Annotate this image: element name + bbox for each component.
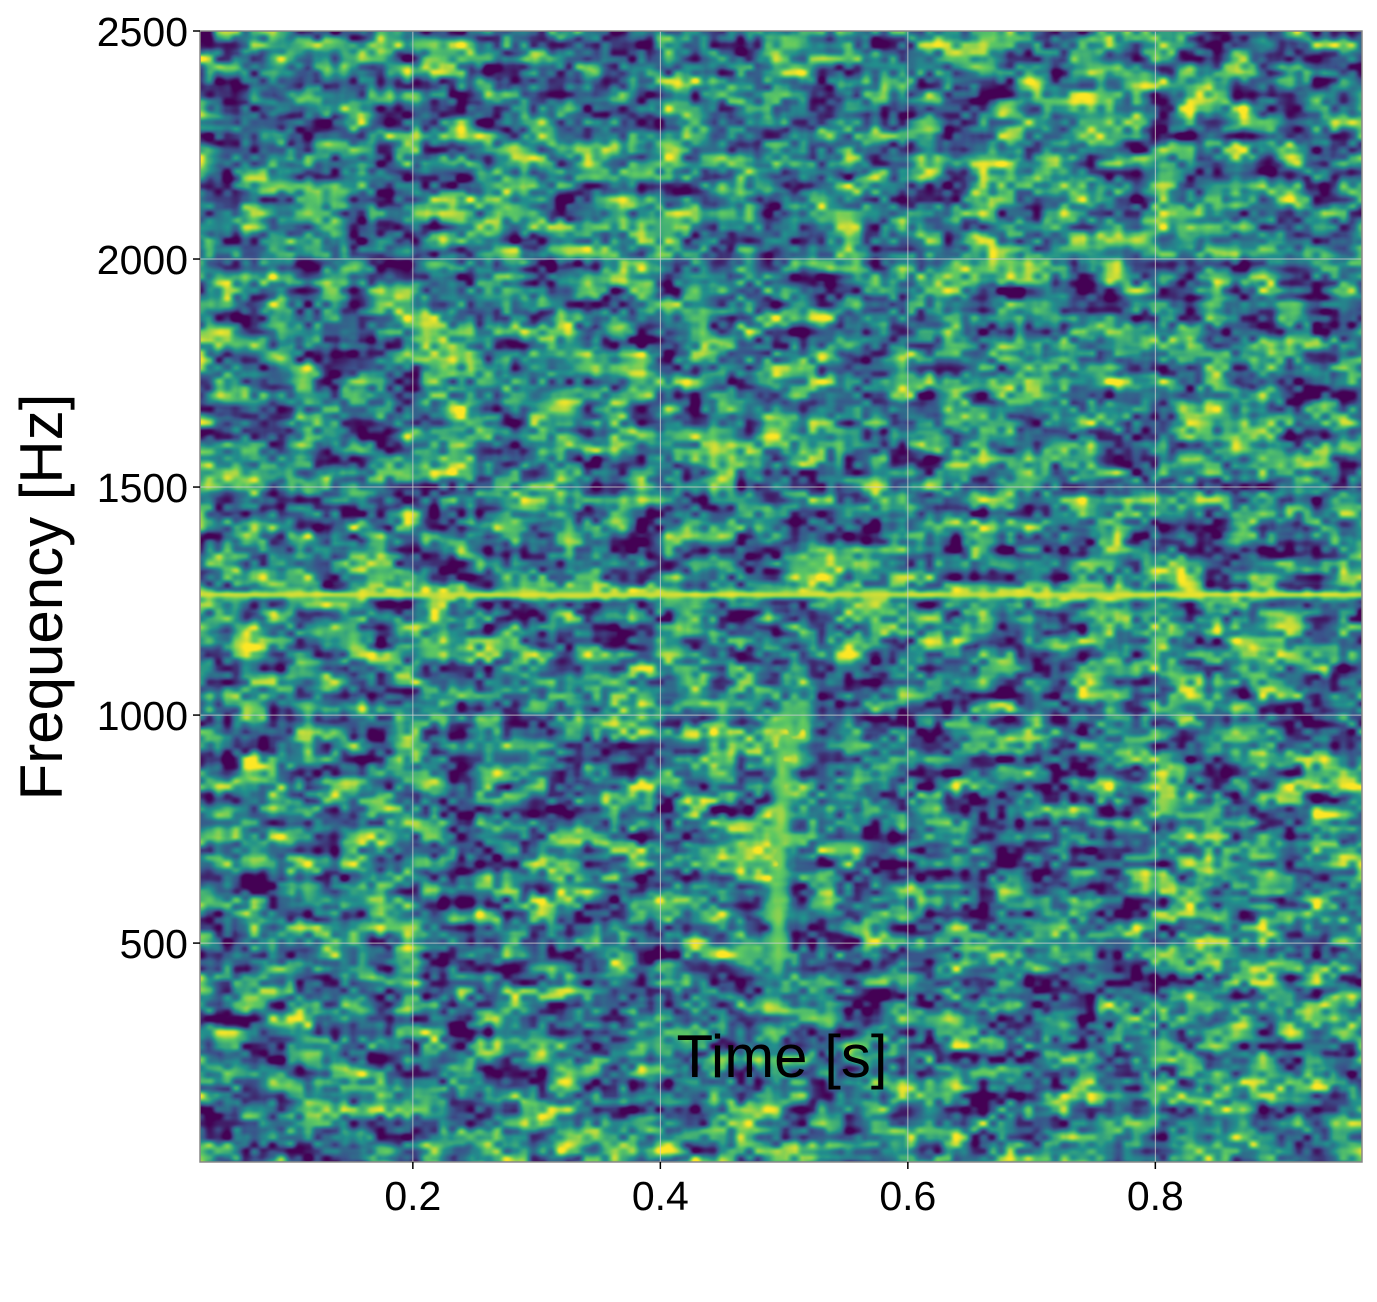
x-tick-label: 0.6 [879, 1173, 936, 1219]
y-tick-label: 500 [120, 921, 188, 967]
spectrogram-heatmap [200, 31, 1362, 1162]
x-tick-label: 0.8 [1127, 1173, 1184, 1219]
x-axis-label: Time [s] [676, 1023, 887, 1090]
y-axis-ticks: 500 1000 1500 2000 2500 [97, 9, 200, 967]
y-tick-label: 1000 [97, 693, 188, 739]
x-tick-label: 0.4 [632, 1173, 689, 1219]
y-tick-label: 2500 [97, 9, 188, 55]
x-axis-ticks: 0.2 0.4 0.6 0.8 [384, 1162, 1184, 1219]
y-tick-label: 1500 [97, 465, 188, 511]
axes-frame [199, 30, 1363, 1163]
axes [199, 30, 1363, 1163]
y-axis-label: Frequency [Hz] [8, 394, 75, 801]
y-tick-label: 2000 [97, 237, 188, 283]
plot-area [200, 31, 1362, 1162]
x-tick-label: 0.2 [384, 1173, 441, 1219]
